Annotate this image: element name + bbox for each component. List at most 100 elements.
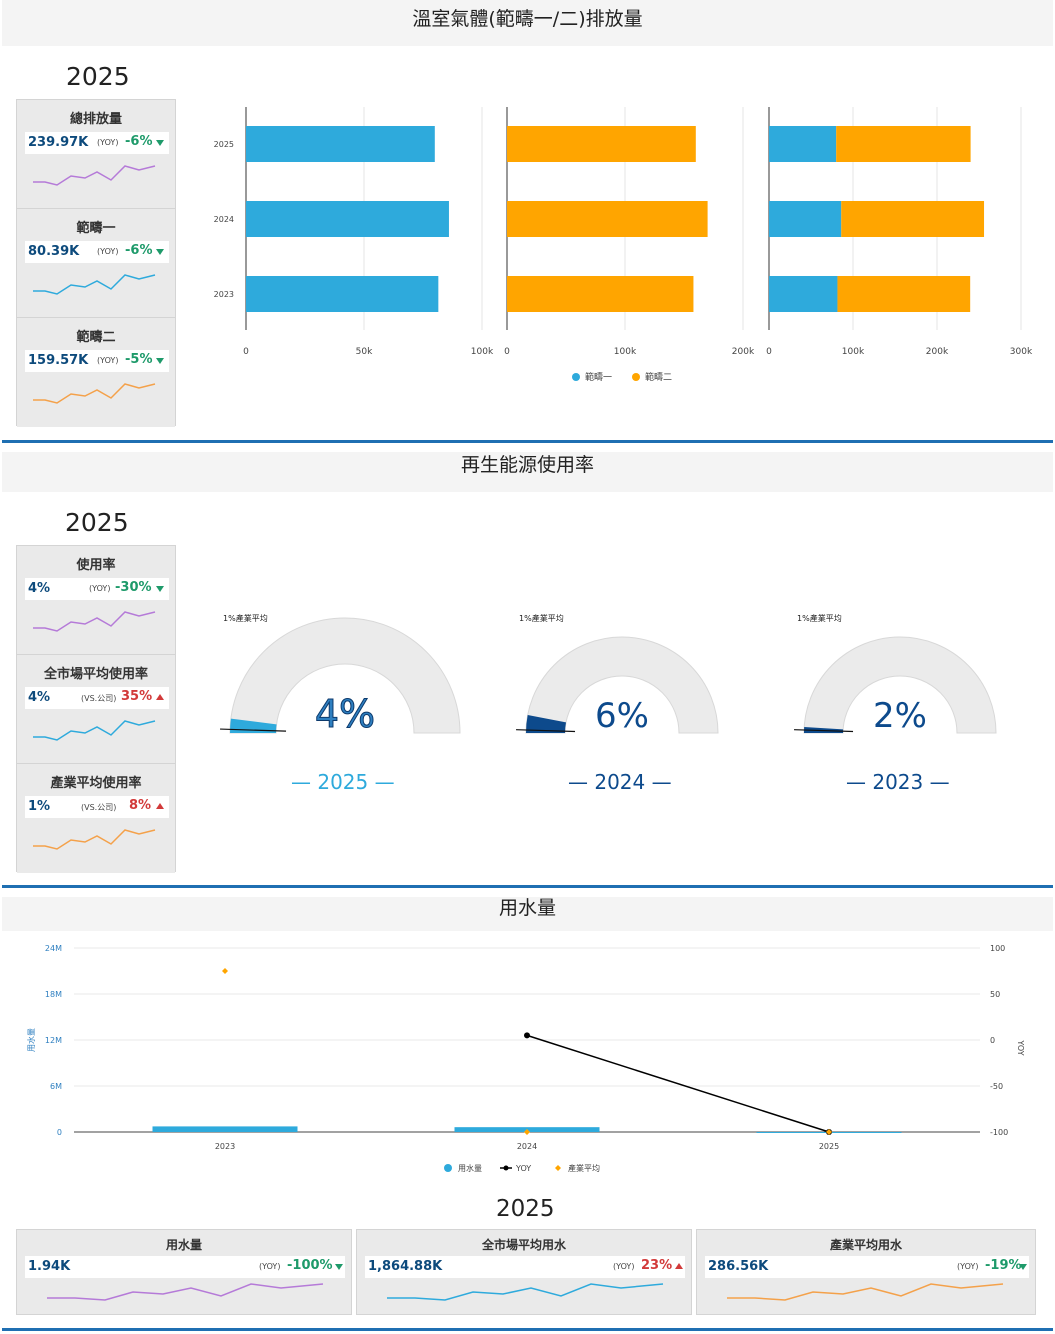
kpi-card-scope-2[interactable]: 範疇二 159.57K (YOY) -5% <box>17 318 175 427</box>
water-combo-chart: 0 6M 12M 18M 24M -100 -50 0 50 100 用水量 YOY 2023 2024 2… <box>26 944 1025 1173</box>
kpi-compare-tag: (VS.公司) <box>81 803 117 812</box>
y-tick-label: 2023 <box>214 290 234 299</box>
y-tick-label: 24M <box>45 944 62 953</box>
trend-down-icon <box>1019 1264 1027 1270</box>
sparkline-line <box>33 165 156 186</box>
sparkline <box>33 383 156 404</box>
bar <box>769 201 842 237</box>
yoy-line <box>526 1034 830 1133</box>
kpi-card-water-usage[interactable]: 用水量 1.94K (YOY) -100% <box>16 1229 352 1315</box>
kpi-compare-tag: (YOY) <box>97 247 119 256</box>
x-tick-label: 100k <box>614 347 637 357</box>
ghg-year: 2025 <box>66 62 130 91</box>
kpi-value-row: 1.94K (YOY) -100% <box>25 1256 345 1278</box>
kpi-compare-tag: (YOY) <box>97 356 119 365</box>
renewable-year: 2025 <box>65 508 129 537</box>
x-tick-label: 0 <box>766 347 772 357</box>
x-tick-label: 0 <box>243 347 249 357</box>
legend-label: 範疇二 <box>645 371 672 383</box>
legend-label: 範疇一 <box>585 371 612 383</box>
kpi-value-row: 4% (YOY) -30% <box>25 578 169 600</box>
legend-label: YOY <box>515 1164 531 1173</box>
bar <box>837 276 971 312</box>
trend-down-icon <box>156 358 164 364</box>
trend-down-icon <box>156 249 164 255</box>
section-divider <box>2 440 1053 443</box>
bar <box>152 1126 298 1132</box>
kpi-compare-tag: (VS.公司) <box>81 694 117 703</box>
kpi-value: 4% <box>28 581 51 596</box>
x-tick-label: 0 <box>504 347 510 357</box>
kpi-value: 1% <box>28 799 51 814</box>
sparkline-line <box>33 274 156 295</box>
renewable-section-header: 再生能源使用率 <box>2 452 1053 492</box>
kpi-card-industry-avg-usage[interactable]: 產業平均使用率 1% (VS.公司) 8% <box>17 764 175 873</box>
gauge-benchmark-label: 1%產業平均 <box>797 613 842 623</box>
x-tick-label: 100k <box>842 347 865 357</box>
sparkline-line <box>387 1283 664 1301</box>
kpi-value: 80.39K <box>28 244 80 259</box>
trend-down-icon <box>156 586 164 592</box>
industry-avg-point <box>222 968 228 974</box>
x-tick-label: 2025 <box>819 1142 839 1151</box>
kpi-compare-tag: (YOY) <box>259 1262 281 1271</box>
kpi-change-pct: -100% <box>287 1258 333 1273</box>
kpi-title: 使用率 <box>76 558 116 573</box>
y-right-tick-label: -50 <box>990 1082 1003 1091</box>
gauge-benchmark-label: 1%產業平均 <box>223 613 268 623</box>
x-tick-label: 2023 <box>215 1142 235 1151</box>
kpi-card-total-emission[interactable]: 總排放量 239.97K (YOY) -6% <box>17 100 175 209</box>
y-right-tick-label: 50 <box>990 990 1000 999</box>
kpi-card-market-avg-usage[interactable]: 全市場平均使用率 4% (VS.公司) 35% <box>17 655 175 764</box>
gauge-track <box>525 636 719 734</box>
section-divider <box>2 885 1053 888</box>
kpi-card-industry-avg-water[interactable]: 產業平均用水 286.56K (YOY) -19% <box>696 1229 1036 1315</box>
gauge-benchmark-marker <box>220 728 287 732</box>
kpi-title: 總排放量 <box>69 112 122 127</box>
y-right-tick-label: -100 <box>990 1128 1008 1137</box>
kpi-change-pct: -6% <box>125 134 153 149</box>
water-year: 2025 <box>496 1196 555 1222</box>
sparkline <box>33 274 156 295</box>
sparkline <box>33 165 156 186</box>
sparkline-line <box>33 829 156 850</box>
kpi-compare-tag: (YOY) <box>957 1262 979 1271</box>
sparkline-line <box>33 611 156 632</box>
gauge-track <box>229 617 461 734</box>
legend-marker <box>572 373 580 381</box>
sparkline <box>33 611 156 632</box>
kpi-value: 1.94K <box>28 1259 71 1274</box>
bar <box>246 276 439 312</box>
x-tick-label: 100k <box>471 347 494 357</box>
kpi-card-market-avg-water[interactable]: 全市場平均用水 1,864.88K (YOY) 23% <box>356 1229 692 1315</box>
kpi-value-row: 4% (VS.公司) 35% <box>25 687 169 709</box>
kpi-card-usage-rate[interactable]: 使用率 4% (YOY) -30% <box>17 546 175 655</box>
kpi-title: 範疇二 <box>76 330 116 345</box>
industry-avg-point <box>826 1129 832 1135</box>
y-axis-title: 用水量 <box>26 1028 36 1052</box>
industry-avg-point <box>524 1129 530 1135</box>
kpi-title: 產業平均使用率 <box>50 776 142 791</box>
renewable-kpi-column: 使用率 4% (YOY) -30% 全市場平均使用率 4% (VS.公司) 35… <box>16 545 176 873</box>
gauge-benchmark-label: 1%產業平均 <box>519 613 564 623</box>
gauge-benchmark-marker <box>794 729 854 733</box>
kpi-value-row: 159.57K (YOY) -5% <box>25 350 169 372</box>
sparkline-line <box>47 1283 324 1301</box>
legend-label: 產業平均 <box>568 1163 600 1173</box>
bar <box>769 276 838 312</box>
bar <box>841 201 985 237</box>
kpi-value-row: 239.97K (YOY) -6% <box>25 132 169 154</box>
kpi-change-pct: 8% <box>129 798 152 813</box>
kpi-change-pct: -5% <box>125 352 153 367</box>
kpi-card-scope-1[interactable]: 範疇一 80.39K (YOY) -6% <box>17 209 175 318</box>
renewable-gauges: 1%產業平均 4% 1%產業平均 6% 1%產業平均 2% <box>220 613 997 737</box>
trend-down-icon <box>335 1264 343 1270</box>
legend-marker <box>555 1165 561 1171</box>
y-right-axis-title: YOY <box>1016 1039 1025 1055</box>
kpi-value: 286.56K <box>708 1259 769 1274</box>
kpi-value: 239.97K <box>28 135 89 150</box>
kpi-title: 全市場平均用水 <box>481 1238 566 1252</box>
yoy-point <box>524 1032 530 1039</box>
legend-label: 用水量 <box>458 1163 482 1173</box>
x-tick-label: 2024 <box>517 1142 537 1151</box>
